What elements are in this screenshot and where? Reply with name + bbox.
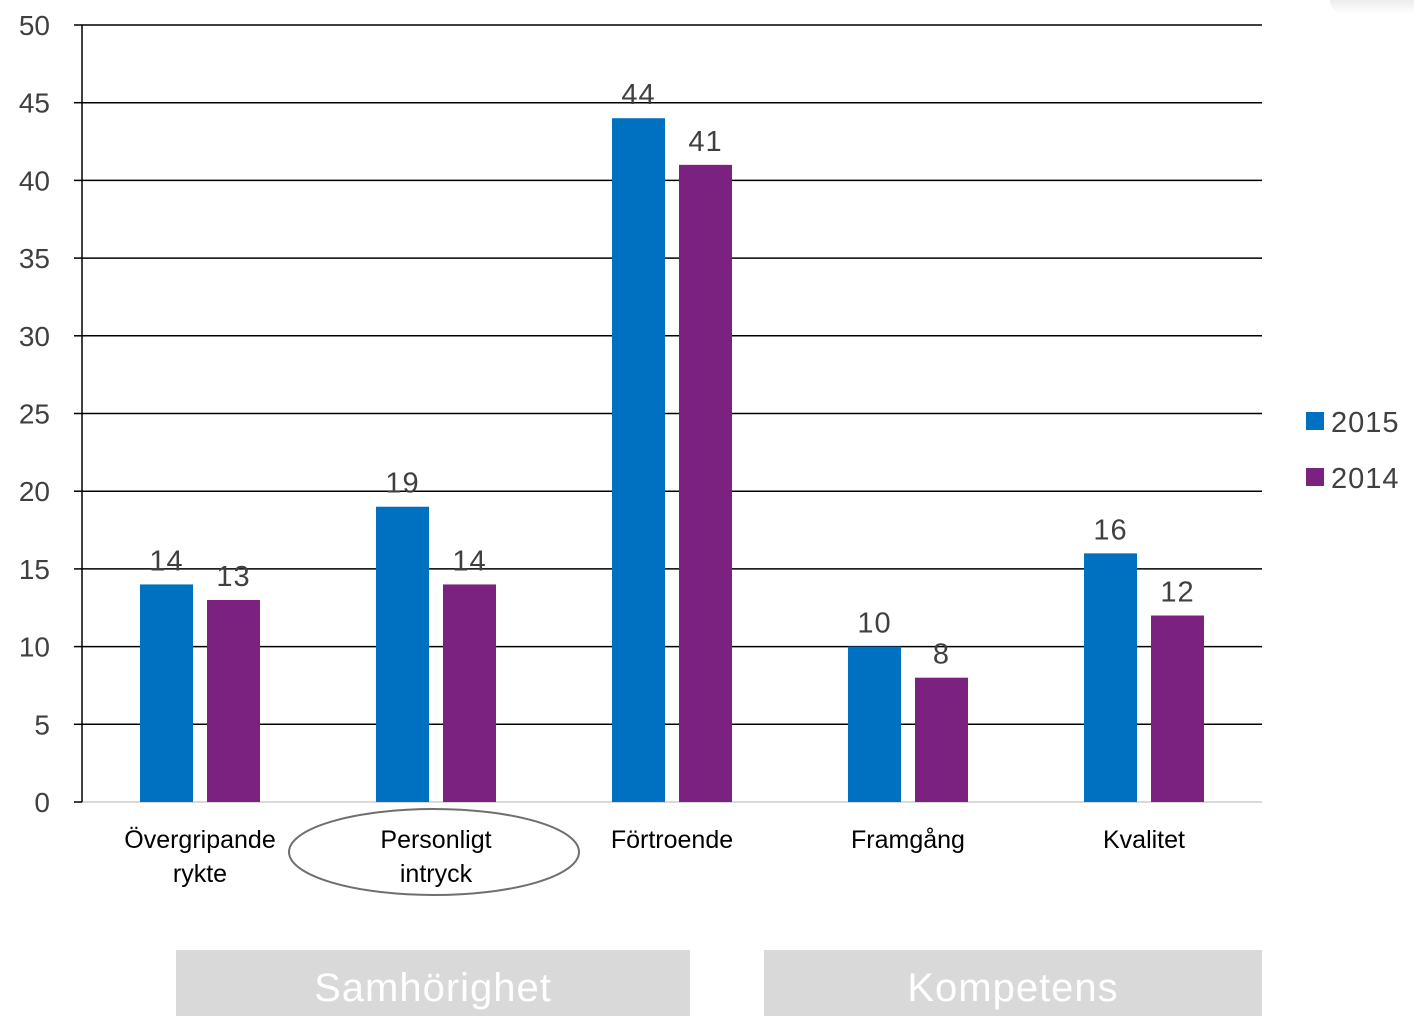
data-label-2014-0: 13 [216, 561, 250, 593]
y-tick-label: 20 [19, 476, 50, 507]
data-label-2015-3: 10 [857, 608, 891, 640]
category-label-4: Kvalitet [1103, 826, 1185, 854]
y-tick-label: 10 [19, 632, 50, 663]
group-label-kompetens: Kompetens [764, 950, 1262, 1016]
bar-2015-1 [376, 506, 429, 802]
y-tick-label: 5 [34, 709, 50, 740]
data-label-2015-1: 19 [385, 468, 419, 500]
data-label-2015-4: 16 [1093, 514, 1127, 546]
top-shadow [1330, 0, 1414, 14]
highlight-ellipse [288, 808, 580, 896]
legend-swatch-2015 [1306, 412, 1324, 430]
bar-2014-3 [915, 677, 968, 802]
y-axis: 0 5 10 15 20 25 30 35 40 45 50 [19, 10, 83, 818]
y-tick-label: 15 [19, 554, 50, 585]
bar-2015-0 [140, 584, 193, 802]
y-tick-label: 50 [19, 10, 50, 41]
data-label-2014-1: 14 [452, 545, 486, 577]
bar-chart: 0 5 10 15 20 25 30 35 40 45 50 14 13 19 14 44 41 10 8 16 12… [19, 10, 1400, 896]
category-label-1: Personligt intryck [380, 826, 491, 888]
group-label-samhorighet: Samhörighet [176, 950, 690, 1016]
data-label-2015-0: 14 [149, 545, 183, 577]
y-tick-label: 35 [19, 243, 50, 274]
y-tick-label: 45 [19, 88, 50, 119]
legend-label-2014: 2014 [1331, 463, 1400, 495]
category-label-0: Övergripande rykte [124, 826, 275, 888]
legend-label-2015: 2015 [1331, 407, 1400, 439]
legend-swatch-2014 [1306, 468, 1324, 486]
category-label-line: Kvalitet [1103, 826, 1185, 854]
data-label-2015-2: 44 [621, 79, 655, 111]
category-label-line: Personligt [380, 826, 491, 854]
category-label-line: Framgång [851, 826, 965, 854]
data-label-2014-2: 41 [688, 126, 722, 158]
category-label-line: Förtroende [611, 826, 733, 854]
bar-2015-3 [848, 646, 901, 802]
bar-2014-1 [443, 584, 496, 802]
y-tick-label: 40 [19, 165, 50, 196]
category-label-2: Förtroende [611, 826, 733, 854]
category-label-line: rykte [173, 860, 227, 888]
category-label-line: intryck [400, 860, 473, 888]
y-tick-label: 0 [34, 787, 50, 818]
y-tick-label: 25 [19, 399, 50, 430]
data-label-2014-4: 12 [1160, 577, 1194, 609]
bars [140, 118, 1204, 803]
bar-2015-4 [1084, 553, 1137, 802]
bar-2014-2 [679, 164, 732, 803]
data-labels: 14 13 19 14 44 41 10 8 16 12 [149, 79, 1194, 671]
bar-2015-2 [612, 118, 665, 803]
category-labels: Övergripande rykte Personligt intryck Förtro… [124, 808, 1185, 896]
bar-2014-4 [1151, 615, 1204, 802]
bar-2014-0 [207, 599, 260, 802]
category-label-3: Framgång [851, 826, 965, 854]
category-label-line: Övergripande [124, 826, 275, 854]
legend: 2015 2014 [1306, 407, 1400, 495]
gridlines [82, 24, 1262, 803]
y-tick-label: 30 [19, 321, 50, 352]
data-label-2014-3: 8 [933, 639, 950, 671]
